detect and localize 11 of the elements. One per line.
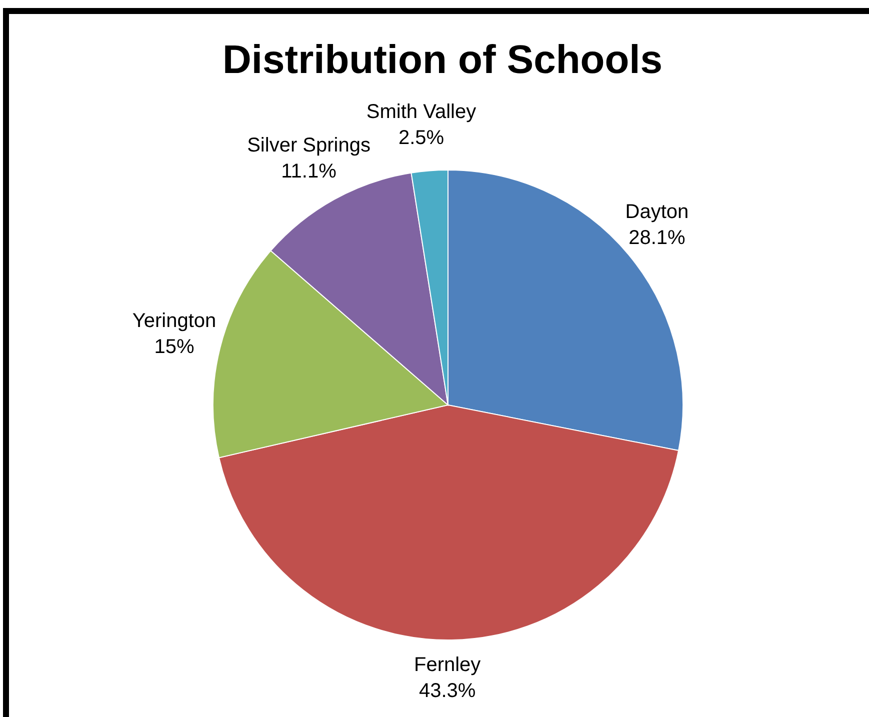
data-label: 2.5% [398,126,444,149]
data-label: 15% [154,336,195,358]
slice-label: Smith Valley [366,100,476,123]
data-label: 11.1% [281,160,337,183]
data-label: 43.3% [418,680,476,702]
chart-title: Distribution of Schools [222,38,664,83]
slice-label: Dayton [625,201,689,224]
data-label: 28.1% [628,227,686,250]
slice-label: Silver Springs [247,134,370,157]
slice-label: Yerington [132,310,216,332]
slice-label: Fernley [414,654,481,676]
